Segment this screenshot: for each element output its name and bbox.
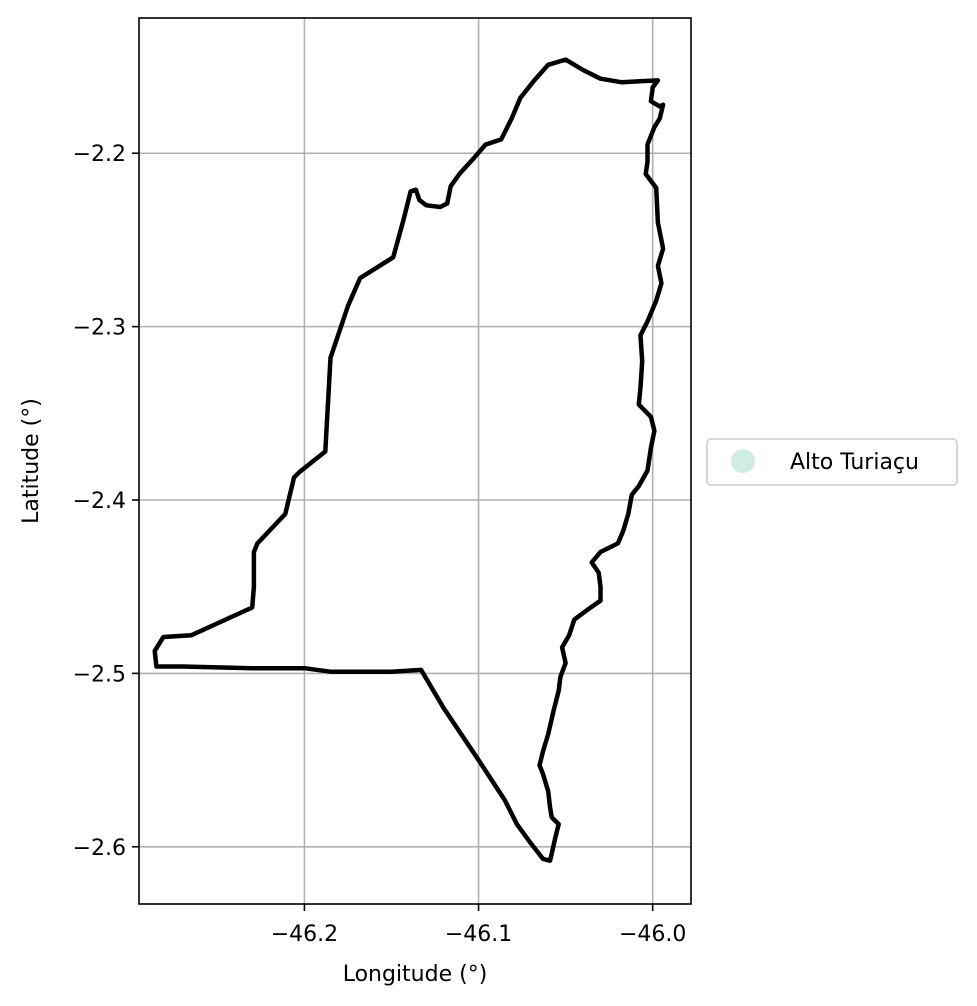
y-tick-label: −2.4	[73, 489, 126, 514]
y-tick-label: −2.2	[73, 142, 126, 167]
legend: Alto Turiaçu	[706, 438, 958, 486]
plot-frame	[138, 17, 692, 905]
x-tick-label: −46.1	[445, 922, 512, 947]
y-axis-title: Latitude (°)	[19, 398, 44, 524]
legend-marker	[731, 449, 755, 473]
legend-frame	[706, 438, 958, 486]
grid-lines	[139, 18, 691, 904]
x-axis-title: Longitude (°)	[343, 962, 488, 987]
y-tick-label: −2.6	[73, 836, 126, 861]
x-tick-label: −46.0	[619, 922, 686, 947]
alto-turiacu-boundary	[152, 57, 666, 863]
x-tick-label: −46.2	[271, 922, 338, 947]
y-tick-label: −2.3	[73, 316, 126, 341]
axis-ticks: −46.2 −46.1 −46.0 −2.2 −2.3 −2.4 −2.5 −2.6	[73, 142, 687, 947]
legend-label: Alto Turiaçu	[790, 450, 919, 475]
y-tick-label: −2.5	[73, 662, 126, 687]
alto-turiacu-region-fill	[155, 60, 663, 861]
